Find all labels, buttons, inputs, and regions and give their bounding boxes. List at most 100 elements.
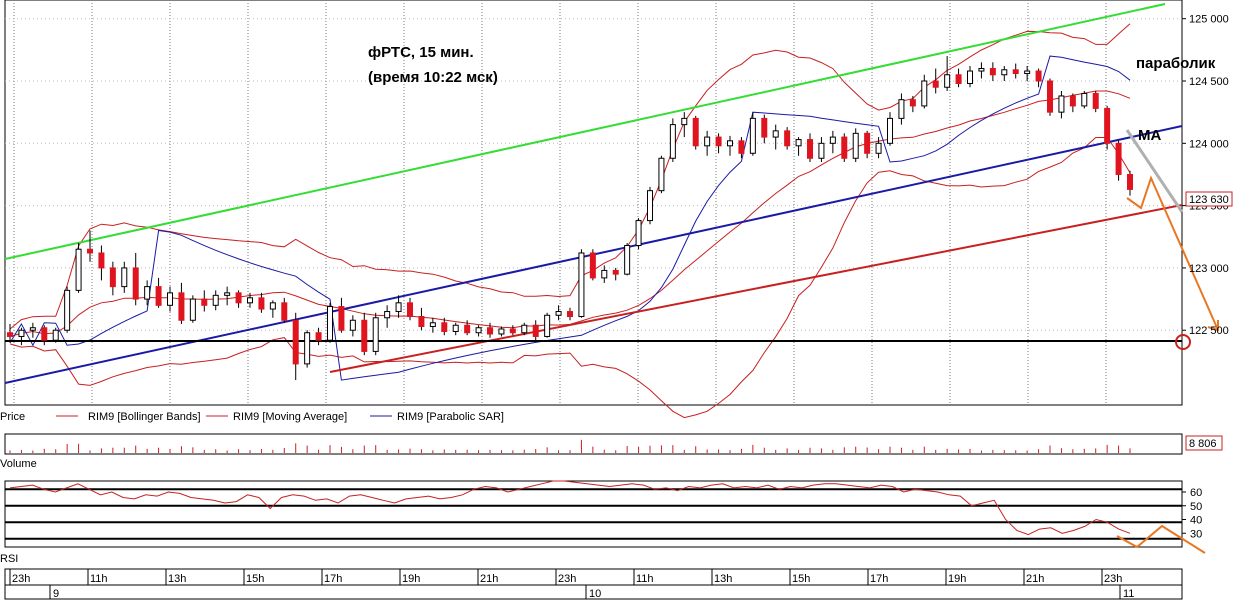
- candle-body-28: [327, 306, 333, 341]
- candle-body-79: [909, 99, 916, 107]
- rsi-tick-label-3: 30: [1190, 528, 1202, 540]
- candle-body-75: [864, 132, 871, 154]
- candle-body-2: [29, 327, 36, 331]
- candle-body-81: [932, 80, 939, 88]
- rsi-plot-area: [4, 480, 1183, 548]
- candle-body-78: [898, 99, 905, 119]
- price-pane: фРТС, 15 мин. (время 10:22 мск) параболи…: [4, 0, 1233, 419]
- candle-body-27: [315, 332, 322, 341]
- time-label-7: 23h: [558, 573, 576, 585]
- candle-body-42: [487, 327, 493, 335]
- legend-price: Price: [0, 411, 25, 423]
- bollinger-lower: [9, 137, 1131, 419]
- chart-title-line2: (время 10:22 мск): [368, 69, 498, 86]
- candle-body-1: [18, 329, 25, 337]
- price-tick-label-2: 124 000: [1189, 138, 1229, 150]
- orange-forecast-line: [1126, 175, 1219, 331]
- candle-body-73: [841, 136, 848, 159]
- candle-body-37: [429, 322, 436, 327]
- red-trend-line: [329, 204, 1183, 373]
- candle-body-0: [7, 332, 13, 337]
- candle-body-65: [749, 117, 756, 154]
- time-label-10: 15h: [792, 573, 810, 585]
- candle-body-92: [1058, 95, 1065, 113]
- candle-body-98: [1127, 173, 1133, 190]
- day-label-2: 11: [1123, 588, 1134, 600]
- candle-body-10: [121, 267, 128, 288]
- candle-body-77: [887, 117, 893, 144]
- rsi-line: [9, 480, 1131, 536]
- candle-body-40: [464, 324, 471, 334]
- candle-body-54: [624, 244, 631, 275]
- time-label-2: 13h: [168, 573, 186, 585]
- time-label-6: 21h: [480, 573, 498, 585]
- rsi-tick-label-1: 50: [1190, 501, 1202, 513]
- rsi-series: [9, 480, 1131, 536]
- candle-body-9: [109, 267, 116, 288]
- candle-body-87: [1001, 69, 1008, 76]
- candle-body-89: [1024, 70, 1031, 75]
- legend: Price RIM9 [Bollinger Bands] RIM9 [Movin…: [0, 411, 504, 423]
- time-label-0: 23h: [12, 573, 30, 585]
- candle-body-39: [452, 324, 459, 332]
- candle-body-7: [87, 248, 93, 254]
- time-label-12: 19h: [948, 573, 966, 585]
- time-label-9: 13h: [714, 573, 732, 585]
- candle-body-94: [1081, 92, 1088, 107]
- candle-body-17: [201, 298, 208, 306]
- last-price-label: 123 630: [1189, 194, 1229, 206]
- candle-body-16: [189, 298, 196, 321]
- day-label-0: 9: [53, 588, 59, 600]
- candle-body-56: [647, 190, 653, 222]
- rsi-levels: [5, 488, 1182, 540]
- candle-body-29: [338, 306, 345, 331]
- bollinger-upper: [9, 23, 1131, 330]
- candle-body-53: [612, 269, 619, 275]
- parabolic-sar-line: [9, 55, 1131, 381]
- candle-body-23: [269, 302, 276, 310]
- forecast-arrows: [1125, 129, 1219, 332]
- legend-sar: RIM9 [Parabolic SAR]: [397, 411, 504, 423]
- time-label-3: 15h: [246, 573, 264, 585]
- candle-body-59: [681, 117, 688, 126]
- candle-body-60: [692, 117, 699, 147]
- candle-body-82: [944, 74, 951, 88]
- level-marker-circle: [1175, 334, 1191, 350]
- time-axis-frame: [4, 568, 1183, 600]
- candle-body-36: [418, 316, 425, 327]
- time-label-11: 17h: [870, 573, 888, 585]
- candle-body-84: [967, 70, 973, 84]
- time-label-5: 19h: [402, 573, 420, 585]
- candle-body-62: [715, 136, 722, 147]
- price-tick-label-1: 124 500: [1189, 76, 1229, 88]
- candle-body-72: [829, 136, 836, 144]
- time-label-8: 11h: [636, 573, 654, 585]
- last-price-tag: 123 630: [1185, 191, 1233, 207]
- candle-body-21: [247, 297, 253, 304]
- candles: [7, 56, 1133, 381]
- candle-body-5: [64, 289, 71, 331]
- candle-body-97: [1115, 142, 1122, 175]
- legend-bollinger: RIM9 [Bollinger Bands]: [88, 411, 201, 423]
- green-channel-line: [4, 3, 1166, 260]
- candle-body-25: [292, 319, 299, 365]
- candle-body-43: [498, 328, 505, 335]
- rsi-tick-label-2: 40: [1190, 515, 1202, 527]
- candle-body-45: [521, 324, 528, 334]
- candle-body-80: [921, 80, 928, 107]
- candle-body-76: [875, 142, 882, 154]
- candle-body-57: [658, 157, 665, 192]
- price-plot-area: [4, 0, 1183, 406]
- time-label-4: 17h: [324, 573, 342, 585]
- time-ticks: 23h 11h 13h 15h 17h 19h 21h 23h 11h 13h 15h 17h 19h 2…: [9, 569, 1134, 600]
- candle-body-83: [955, 74, 962, 84]
- gray-forecast-line: [1125, 129, 1184, 213]
- candle-body-90: [1035, 70, 1042, 82]
- candle-body-64: [738, 140, 745, 154]
- candle-body-68: [784, 130, 791, 147]
- candle-body-35: [407, 302, 413, 318]
- candle-body-33: [384, 311, 391, 319]
